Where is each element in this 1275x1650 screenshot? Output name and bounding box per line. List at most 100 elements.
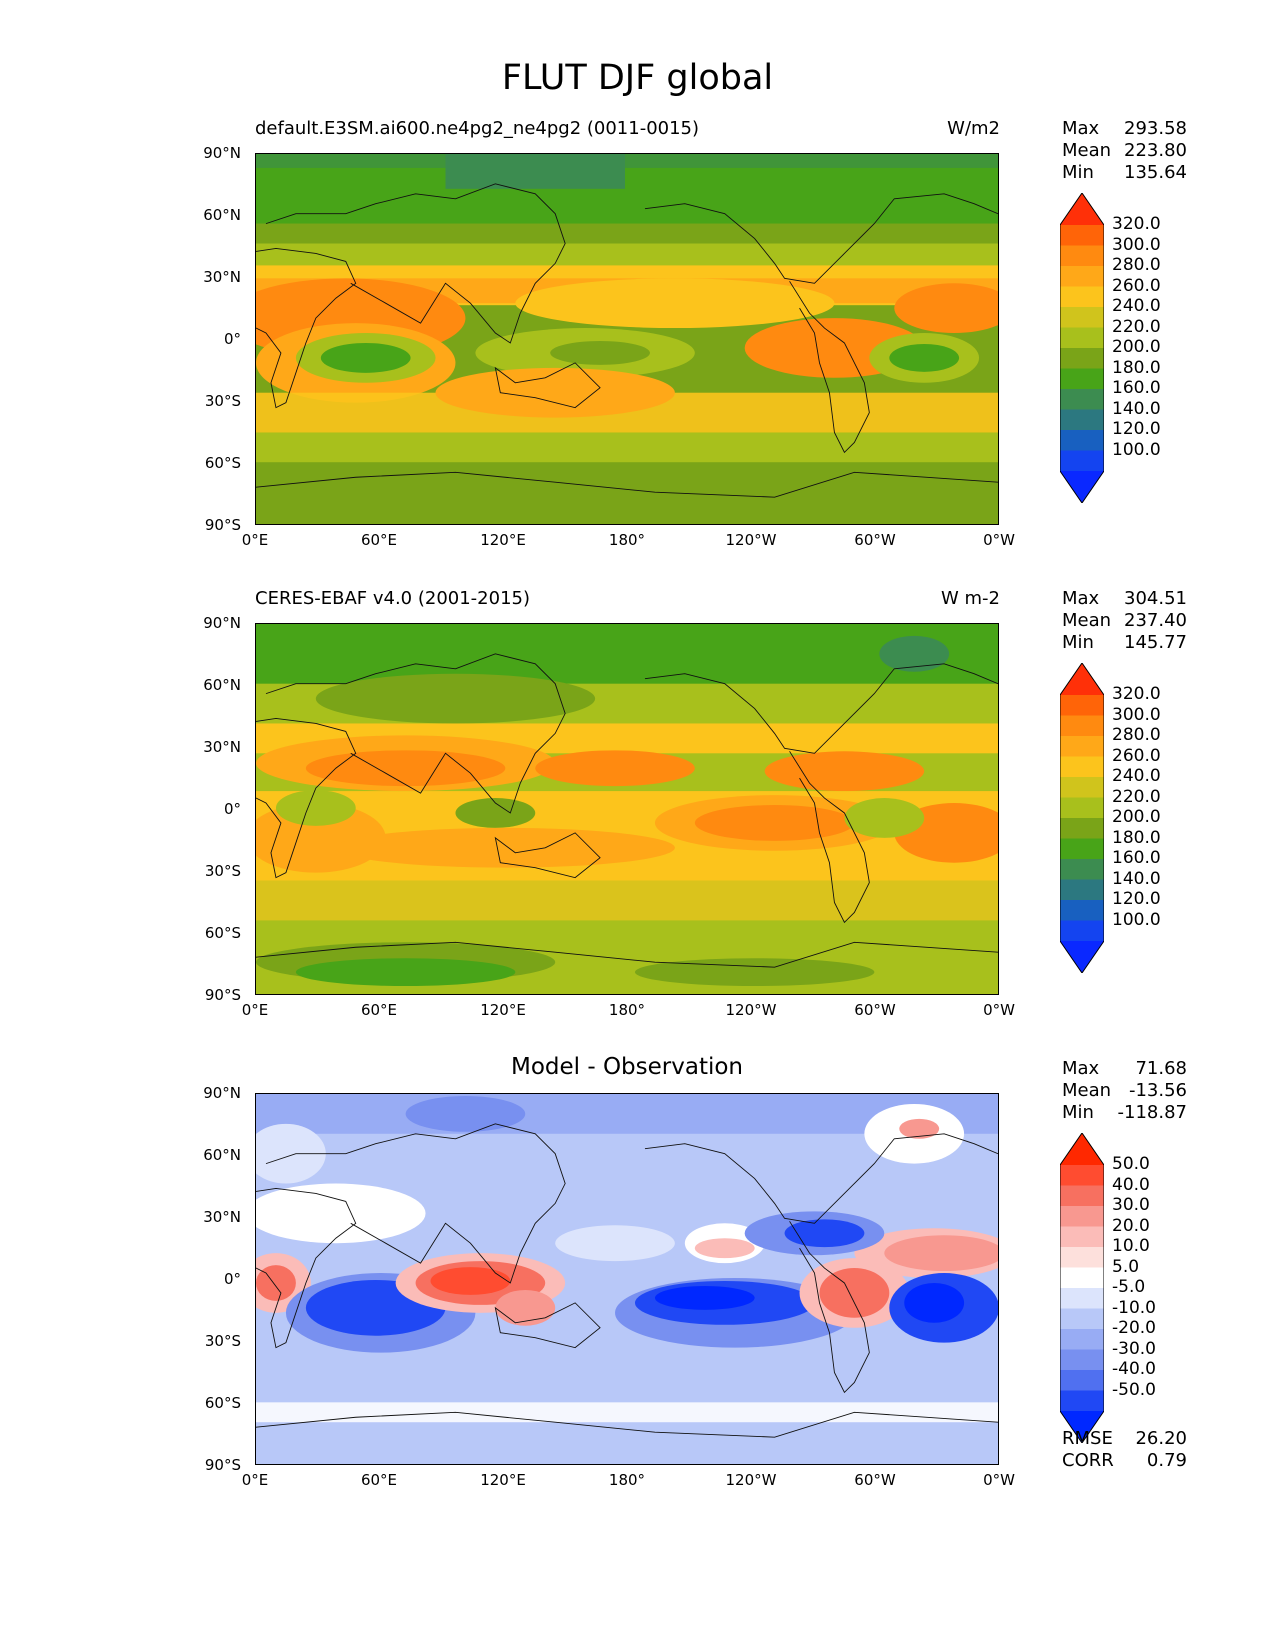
stat-label: Mean [1062,1080,1112,1101]
y-tick-label: 90°S [204,986,241,1004]
colorbar-band [1060,1206,1104,1227]
colorbar-tick-label: 200.0 [1112,807,1161,827]
stat-value: 0.79 [1146,1450,1187,1471]
x-tick-label: 0°W [983,1001,1015,1019]
colorbar [1059,662,1105,977]
colorbar-tick-label: 200.0 [1112,337,1161,357]
stat-label: Min [1062,632,1094,653]
x-tick-label: 120°W [725,1001,777,1019]
colorbar-graphic [1059,1132,1105,1444]
x-tick-label: 60°W [854,531,896,549]
colorbar-tick-label: 300.0 [1112,234,1161,255]
colorbar-tick-label: 140.0 [1112,398,1161,419]
colorbar-band [1060,797,1104,819]
colorbar [1059,1132,1105,1447]
stats-block: Max 71.68 Mean -13.56 Min -118.87 [1062,1058,1187,1124]
y-tick-label: 60°N [203,1146,241,1164]
x-tick-label: 0°E [241,1001,269,1019]
stat-value: 223.80 [1124,140,1187,161]
colorbar-tick-label: -5.0 [1112,1277,1146,1297]
x-tick-label: 0°W [983,531,1015,549]
x-tick-label: 120°E [480,1471,526,1489]
colorbar-band [1060,1329,1104,1350]
stat-label: Max [1062,118,1100,139]
y-tick-label: 60°N [203,206,241,224]
y-tick-label: 30°N [203,738,241,756]
stat-label: Max [1062,1058,1100,1079]
stat-label: Max [1062,588,1100,609]
colorbar-tick-label: -40.0 [1112,1359,1156,1379]
x-tick-label: 60°E [360,1471,398,1489]
colorbar-extend-top [1060,663,1104,695]
colorbar-tick-label: 100.0 [1112,909,1161,930]
colorbar-tick-label: -30.0 [1112,1338,1156,1359]
colorbar-tick-label: 120.0 [1112,419,1161,439]
colorbar-extend-bottom [1060,1411,1104,1443]
figure-title: FLUT DJF global [501,58,774,98]
panel-title-left: CERES-EBAF v4.0 (2001-2015) [255,588,531,609]
x-tick-label: 120°W [725,531,777,549]
colorbar-band [1060,430,1104,451]
x-tick-label: 60°E [360,531,398,549]
x-tick-label: 180° [608,531,646,549]
map-plot [255,153,999,525]
colorbar-band [1060,859,1104,880]
colorbar-tick-label: 240.0 [1112,766,1161,786]
y-tick-label: 0° [223,800,241,818]
panel-difference: Model - Observation [0,1054,1275,1518]
colorbar-band [1060,225,1104,246]
colorbar-band [1060,1247,1104,1268]
colorbar-band [1060,450,1104,472]
colorbar-extend-top [1060,1133,1104,1165]
colorbar-band [1060,920,1104,942]
stat-label: Min [1062,1102,1094,1123]
colorbar-tick-label: 260.0 [1112,745,1161,766]
panel-model: default.E3SM.ai600.ne4pg2_ne4pg2 (0011-0… [0,118,1275,578]
colorbar-tick-label: 240.0 [1112,296,1161,316]
colorbar-band [1060,756,1104,778]
colorbar-band [1060,1288,1104,1309]
colorbar-band [1060,1349,1104,1371]
colorbar-graphic [1059,192,1105,504]
stat-label: Min [1062,162,1094,183]
colorbar-tick-label: 220.0 [1112,316,1161,337]
y-tick-label: 0° [223,330,241,348]
coastlines [256,653,998,968]
y-tick-label: 60°S [204,454,241,472]
colorbar-tick-label: 120.0 [1112,889,1161,909]
y-tick-label: 60°N [203,676,241,694]
colorbar-tick-label: -50.0 [1112,1379,1156,1400]
model-field [256,154,998,524]
colorbar-tick-label: 260.0 [1112,275,1161,296]
panel-title-center: Model - Observation [510,1054,744,1080]
colorbar-extend-bottom [1060,471,1104,503]
colorbar-tick-label: 50.0 [1112,1154,1150,1174]
colorbar-band [1060,1370,1104,1391]
colorbar-tick-label: 5.0 [1112,1256,1140,1277]
x-tick-label: 120°E [480,1001,526,1019]
y-tick-label: 90°N [203,614,241,632]
x-tick-label: 0°E [241,1471,269,1489]
colorbar-band [1060,1185,1104,1207]
colorbar-graphic [1059,662,1105,974]
colorbar-tick-label: -10.0 [1112,1297,1156,1318]
y-tick-label: 90°S [204,1456,241,1474]
colorbar-band [1060,715,1104,737]
panel-title-units: W/m2 [947,118,1000,139]
colorbar-band [1060,327,1104,349]
y-tick-label: 60°S [204,1394,241,1412]
colorbar-tick-label: 280.0 [1112,725,1161,745]
colorbar-band [1060,286,1104,308]
colorbar-band [1060,389,1104,410]
colorbar-band [1060,818,1104,839]
stat-value: 293.58 [1124,118,1187,139]
colorbar-band [1060,1308,1104,1330]
colorbar-band [1060,900,1104,921]
stat-label: RMSE [1062,1428,1113,1449]
colorbar-band [1060,245,1104,267]
observation-field [256,624,998,994]
map-plot [255,623,999,995]
panel-observation: CERES-EBAF v4.0 (2001-2015) W m-2 [0,588,1275,1048]
colorbar-tick-label: 300.0 [1112,704,1161,725]
colorbar-tick-label: 20.0 [1112,1215,1150,1236]
